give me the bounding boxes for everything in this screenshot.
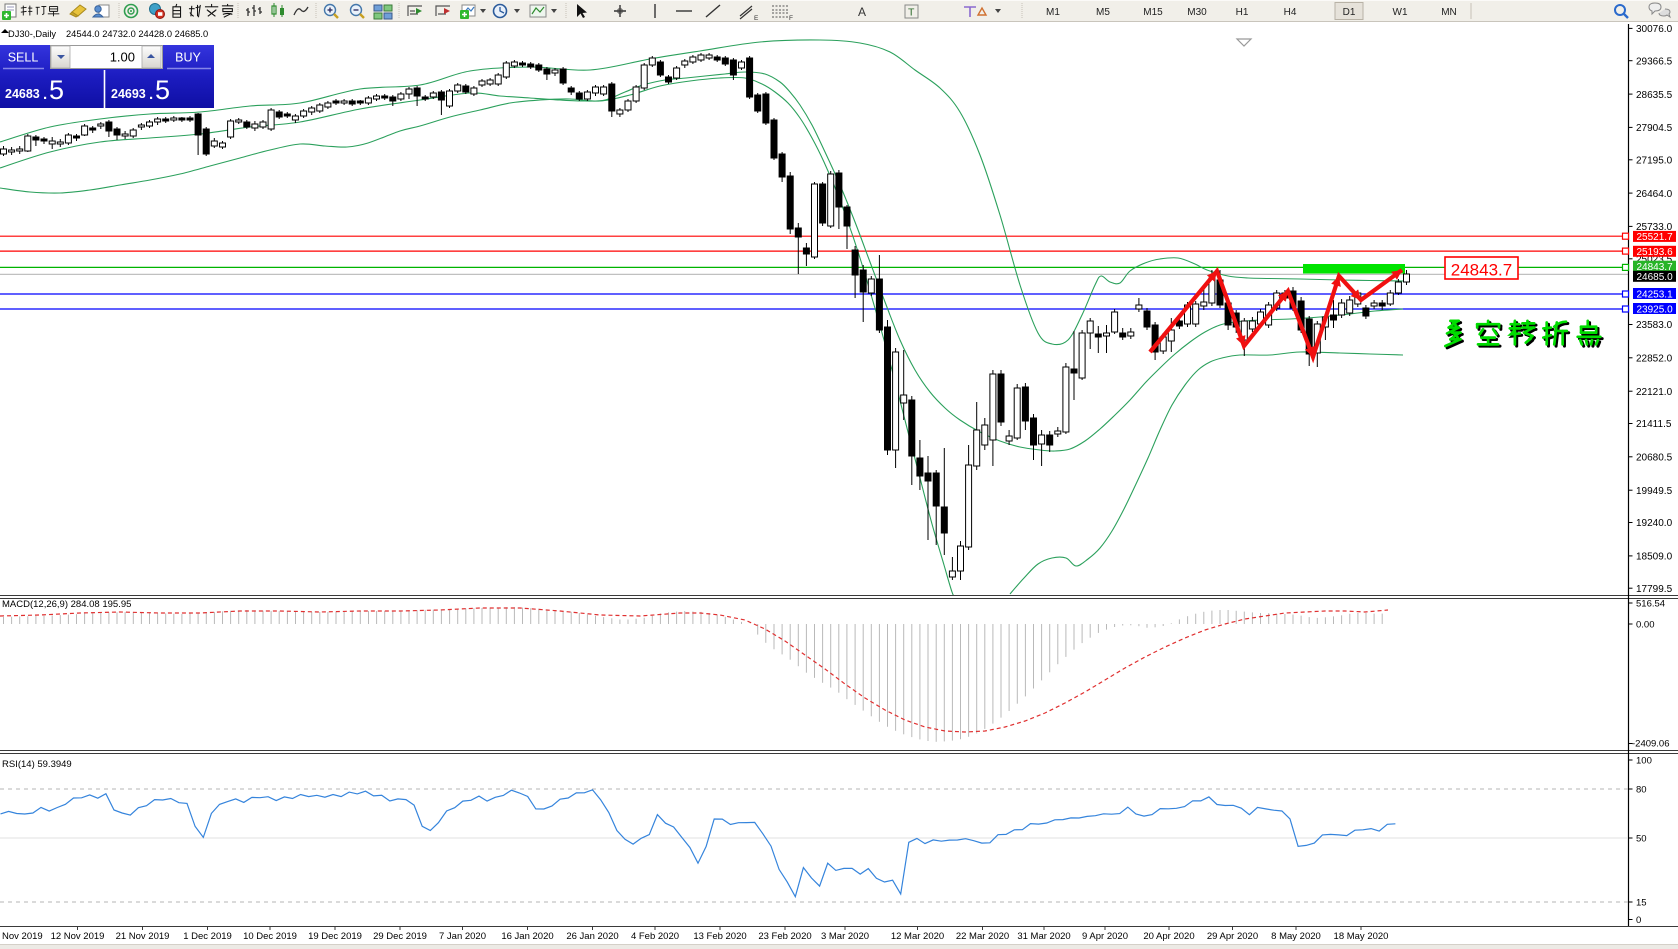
svg-text:0: 0: [1636, 915, 1641, 926]
svg-text:31 Mar 2020: 31 Mar 2020: [1017, 931, 1070, 942]
svg-text:27195.0: 27195.0: [1636, 156, 1673, 167]
svg-text:H1: H1: [1236, 7, 1249, 18]
svg-text:24683: 24683: [5, 87, 40, 101]
svg-text:M5: M5: [1096, 7, 1110, 18]
svg-text:26 Jan 2020: 26 Jan 2020: [566, 931, 618, 942]
svg-text:24544.0 24732.0 24428.0 24685.: 24544.0 24732.0 24428.0 24685.0: [66, 29, 208, 39]
svg-text:25521.7: 25521.7: [1637, 232, 1674, 243]
svg-text:80: 80: [1636, 785, 1647, 796]
svg-text:0.00: 0.00: [1636, 620, 1655, 631]
svg-text:D1: D1: [1343, 7, 1356, 18]
svg-text:100: 100: [1636, 756, 1652, 767]
svg-text:M30: M30: [1187, 7, 1207, 18]
svg-text:24843.7: 24843.7: [1451, 261, 1512, 280]
svg-text:30076.0: 30076.0: [1636, 24, 1673, 35]
svg-text:F: F: [789, 15, 793, 22]
svg-text:.: .: [43, 86, 47, 103]
svg-text:E: E: [754, 15, 759, 22]
svg-text:T: T: [908, 7, 915, 19]
svg-text:29 Dec 2019: 29 Dec 2019: [373, 931, 427, 942]
svg-text:24693: 24693: [111, 87, 146, 101]
svg-text:MN: MN: [1441, 7, 1457, 18]
svg-text:23925.0: 23925.0: [1637, 304, 1674, 315]
svg-text:24843.7: 24843.7: [1637, 262, 1674, 273]
svg-text:23583.0: 23583.0: [1636, 320, 1673, 331]
svg-text:M1: M1: [1046, 7, 1060, 18]
svg-text:29366.5: 29366.5: [1636, 56, 1673, 67]
svg-text:19949.5: 19949.5: [1636, 486, 1673, 497]
svg-text:8 May 2020: 8 May 2020: [1271, 931, 1321, 942]
svg-text:RSI(14) 59.3949: RSI(14) 59.3949: [2, 759, 72, 770]
svg-text:4 Feb 2020: 4 Feb 2020: [631, 931, 679, 942]
svg-text:25193.6: 25193.6: [1637, 247, 1674, 258]
svg-text:M15: M15: [1143, 7, 1163, 18]
svg-text:27904.5: 27904.5: [1636, 123, 1673, 134]
svg-text:20680.5: 20680.5: [1636, 453, 1673, 464]
svg-text:5: 5: [49, 75, 64, 105]
svg-text:15: 15: [1636, 898, 1647, 909]
svg-text:-2409.06: -2409.06: [1632, 739, 1670, 750]
svg-text:24253.1: 24253.1: [1637, 289, 1674, 300]
svg-text:W1: W1: [1393, 7, 1408, 18]
svg-text:16 Jan 2020: 16 Jan 2020: [501, 931, 553, 942]
svg-text:23 Feb 2020: 23 Feb 2020: [758, 931, 811, 942]
svg-text:SELL: SELL: [8, 51, 39, 65]
svg-text:.: .: [149, 86, 153, 103]
svg-text:25023.5: 25023.5: [1636, 255, 1673, 266]
svg-text:516.54: 516.54: [1636, 599, 1665, 610]
svg-text:BUY: BUY: [175, 51, 201, 65]
svg-text:13 Feb 2020: 13 Feb 2020: [693, 931, 746, 942]
svg-text:12 Mar 2020: 12 Mar 2020: [891, 931, 944, 942]
svg-text:18 May 2020: 18 May 2020: [1334, 931, 1389, 942]
svg-text:22 Mar 2020: 22 Mar 2020: [956, 931, 1009, 942]
svg-text:24685.0: 24685.0: [1637, 272, 1674, 283]
svg-text:22852.0: 22852.0: [1636, 354, 1673, 365]
svg-text:3 Mar 2020: 3 Mar 2020: [821, 931, 869, 942]
svg-text:12 Nov 2019: 12 Nov 2019: [51, 931, 105, 942]
svg-text:9 Apr 2020: 9 Apr 2020: [1082, 931, 1128, 942]
svg-text:18509.0: 18509.0: [1636, 552, 1673, 563]
svg-text:1 Dec 2019: 1 Dec 2019: [183, 931, 232, 942]
svg-text:7 Jan 2020: 7 Jan 2020: [439, 931, 486, 942]
svg-text:Nov 2019: Nov 2019: [2, 931, 43, 942]
svg-text:25733.0: 25733.0: [1636, 222, 1673, 233]
svg-text:20 Apr 2020: 20 Apr 2020: [1143, 931, 1194, 942]
svg-text:A: A: [858, 5, 866, 19]
svg-text:29 Apr 2020: 29 Apr 2020: [1207, 931, 1258, 942]
svg-text:10 Dec 2019: 10 Dec 2019: [243, 931, 297, 942]
svg-text:5: 5: [155, 75, 170, 105]
svg-text:H4: H4: [1284, 7, 1297, 18]
svg-text:21 Nov 2019: 21 Nov 2019: [116, 931, 170, 942]
svg-text:19 Dec 2019: 19 Dec 2019: [308, 931, 362, 942]
svg-text:26464.0: 26464.0: [1636, 189, 1673, 200]
svg-text:17799.5: 17799.5: [1636, 584, 1673, 595]
svg-text:19240.0: 19240.0: [1636, 518, 1673, 529]
svg-text:28635.5: 28635.5: [1636, 90, 1673, 101]
svg-text:22121.0: 22121.0: [1636, 387, 1673, 398]
svg-text:1.00: 1.00: [110, 50, 135, 65]
svg-text:MACD(12,26,9) 284.08 195.95: MACD(12,26,9) 284.08 195.95: [2, 599, 131, 610]
svg-text:50: 50: [1636, 834, 1647, 845]
svg-text:21411.5: 21411.5: [1636, 419, 1672, 430]
svg-text:DJ30-,Daily: DJ30-,Daily: [8, 29, 56, 39]
